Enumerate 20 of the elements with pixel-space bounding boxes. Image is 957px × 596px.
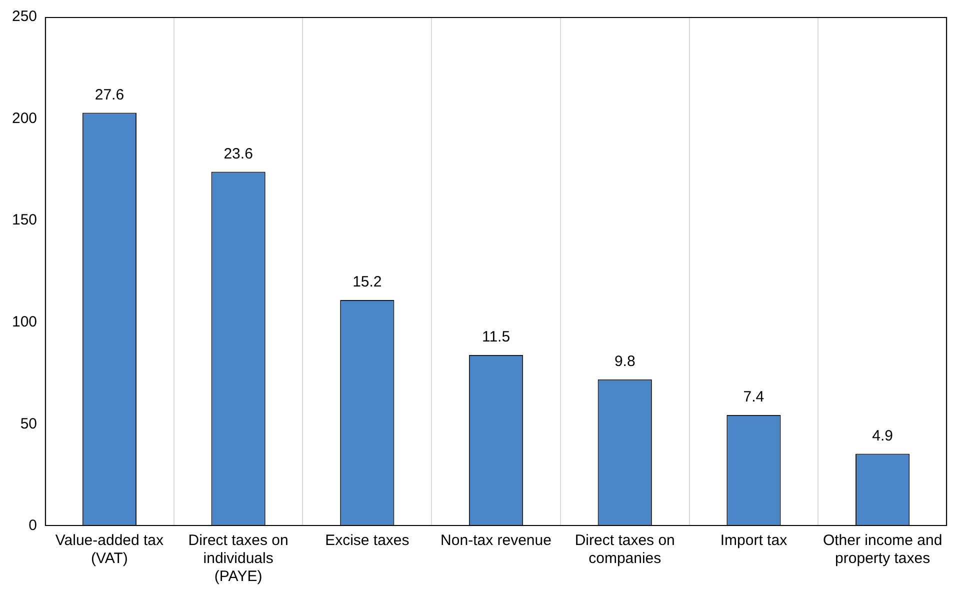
x-tick-label: Direct taxes on companies xyxy=(574,532,675,568)
y-tick-label: 0 xyxy=(28,517,38,534)
x-tick-label: Excise taxes xyxy=(325,532,410,550)
x-tick-label: Value-added tax (VAT) xyxy=(55,532,164,568)
annotation: 15.2 xyxy=(352,274,382,291)
y-tick-label: 250 xyxy=(12,8,38,26)
y-tick-label: 200 xyxy=(12,110,38,127)
y-tick-label: 50 xyxy=(20,415,38,432)
y-tick-label: 150 xyxy=(12,212,38,229)
annotation: 23.6 xyxy=(224,145,253,162)
annotation: 7.4 xyxy=(743,388,764,406)
annotation: 4.9 xyxy=(872,427,894,444)
annotation: 9.8 xyxy=(614,353,636,370)
x-tick-label: Import tax xyxy=(720,532,788,550)
annotation: 11.5 xyxy=(482,328,510,346)
x-tick-label: Non-tax revenue xyxy=(440,532,552,550)
annotation: 27.6 xyxy=(94,86,124,104)
x-tick-label: Other income and property taxes xyxy=(822,532,942,568)
x-tick-label: Direct taxes on individuals (PAYE) xyxy=(188,532,288,586)
y-tick-label: 100 xyxy=(12,314,38,331)
